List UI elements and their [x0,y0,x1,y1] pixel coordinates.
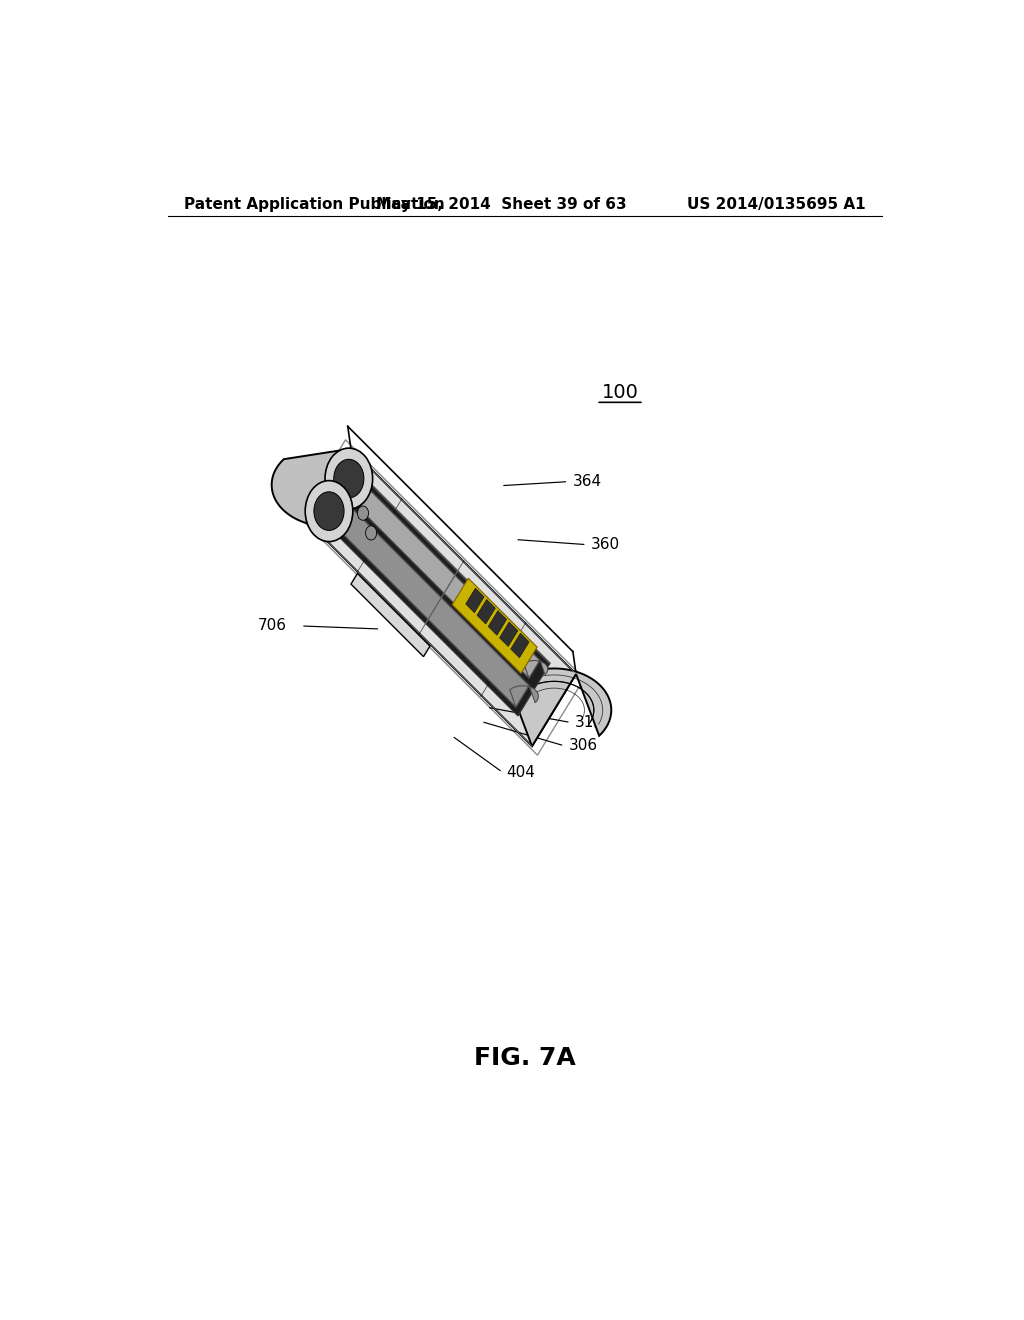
Text: May 15, 2014  Sheet 39 of 63: May 15, 2014 Sheet 39 of 63 [376,197,627,211]
Polygon shape [271,449,374,527]
Polygon shape [340,510,529,708]
Polygon shape [477,599,496,624]
Text: 306: 306 [568,738,598,754]
Polygon shape [500,622,518,647]
Text: 364: 364 [572,474,601,490]
Circle shape [357,506,369,520]
Circle shape [314,492,344,531]
Text: 100: 100 [601,383,639,401]
Text: 706: 706 [258,619,287,634]
Text: Patent Application Publication: Patent Application Publication [183,197,444,211]
Polygon shape [488,611,507,635]
Polygon shape [359,490,540,678]
Polygon shape [333,479,550,715]
Text: 312: 312 [574,715,604,730]
Polygon shape [351,573,430,656]
Text: FIG. 7A: FIG. 7A [474,1045,575,1071]
Circle shape [334,459,364,498]
Text: US 2014/0135695 A1: US 2014/0135695 A1 [687,197,866,211]
Text: 360: 360 [591,537,620,552]
Polygon shape [524,660,548,678]
Polygon shape [511,634,529,657]
Polygon shape [510,685,539,708]
Circle shape [325,447,373,510]
Circle shape [305,480,353,541]
Polygon shape [307,449,577,746]
Polygon shape [466,589,484,612]
Polygon shape [453,578,538,673]
Polygon shape [509,668,611,746]
Circle shape [366,525,377,540]
Text: 404: 404 [507,764,536,780]
